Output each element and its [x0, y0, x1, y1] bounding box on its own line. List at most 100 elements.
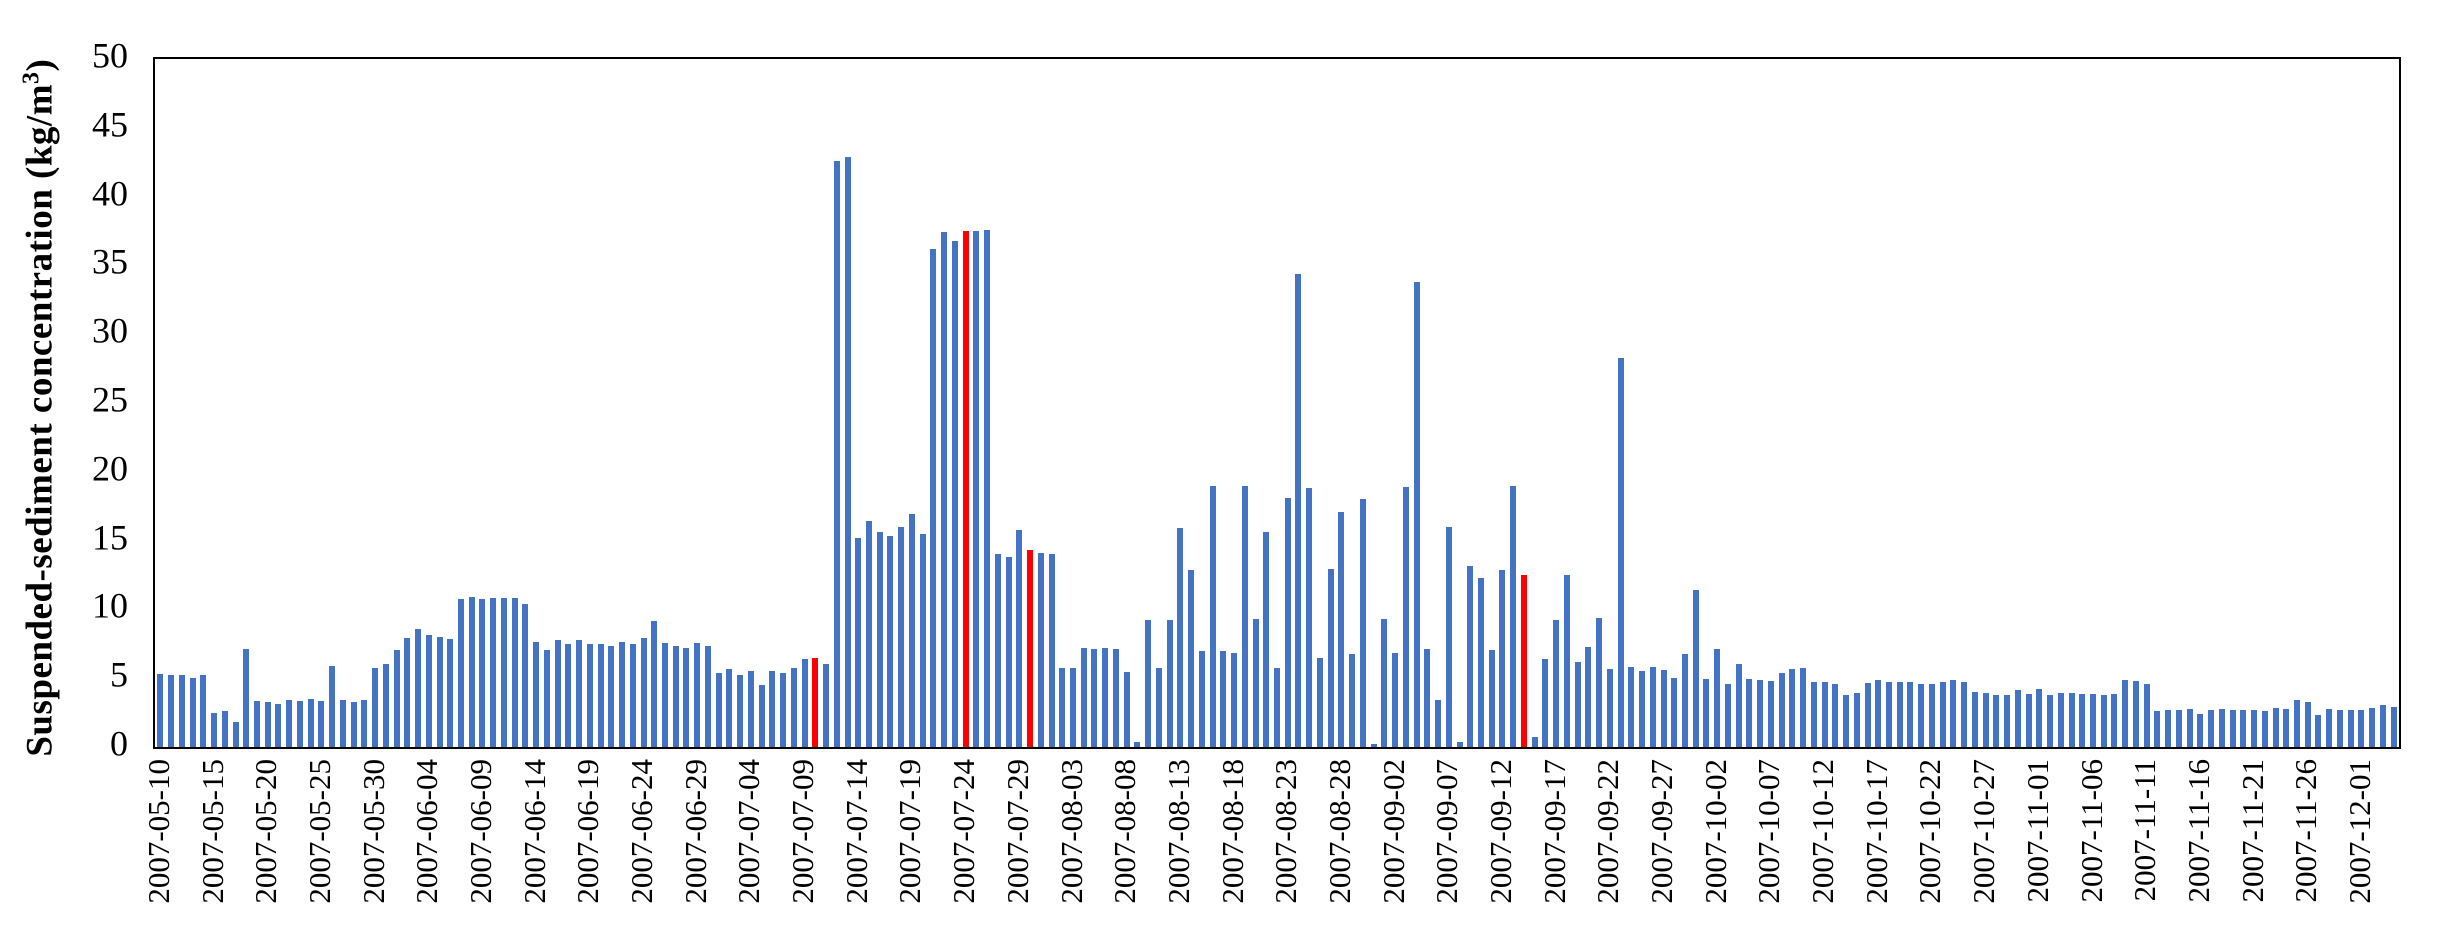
- bar-2007-08-06: [1102, 647, 1109, 747]
- bar-2007-05-23: [296, 700, 303, 747]
- bar-2007-05-15: [211, 712, 218, 747]
- x-tick-label-2007-09-17: 2007-09-17: [1536, 759, 1572, 934]
- x-tick-label-text: 2007-08-08: [1107, 759, 1143, 904]
- y-tick-label-15: 15: [92, 517, 128, 558]
- bar-2007-11-08: [2111, 694, 2118, 747]
- x-tick-label-text: 2007-05-25: [301, 759, 337, 904]
- bar-2007-06-01: [393, 650, 400, 747]
- bar-2007-10-13: [1832, 683, 1839, 747]
- x-tick-label-text: 2007-09-07: [1429, 759, 1465, 904]
- bar-2007-11-22: [2261, 710, 2268, 747]
- bar-2007-09-09: [1467, 566, 1474, 747]
- x-tick-label-text: 2007-05-15: [194, 759, 230, 904]
- bar-2007-05-24: [307, 698, 314, 747]
- bar-2007-10-21: [1918, 683, 1925, 747]
- bar-2007-09-27: [1660, 669, 1667, 747]
- bar-2007-10-16: [1864, 683, 1871, 747]
- bar-2007-08-23: [1284, 497, 1291, 747]
- bar-2007-08-03: [1070, 667, 1076, 747]
- x-tick-label-text: 2007-08-23: [1268, 759, 1304, 904]
- bar-2007-10-15: [1853, 693, 1860, 747]
- x-tick-label-text: 2007-11-16: [2180, 759, 2216, 903]
- bar-2007-09-02: [1392, 653, 1399, 747]
- bar-2007-09-17: [1553, 619, 1560, 747]
- bar-2007-09-25: [1639, 670, 1646, 747]
- x-tick-label-text: 2007-07-24: [946, 759, 982, 904]
- bar-2007-05-11: [168, 675, 175, 747]
- bar-2007-08-14: [1188, 570, 1195, 747]
- bar-2007-06-11: [500, 597, 507, 747]
- bar-2007-06-26: [662, 643, 668, 747]
- x-tick-label-2007-09-07: 2007-09-07: [1429, 759, 1465, 934]
- bar-2007-06-07: [458, 599, 464, 747]
- x-tick-label-text: 2007-11-21: [2234, 759, 2270, 903]
- bar-2007-06-08: [468, 597, 475, 747]
- bar-2007-09-29: [1682, 654, 1688, 747]
- bar-2007-07-27: [994, 554, 1001, 747]
- bar-2007-07-22: [941, 231, 948, 747]
- bar-2007-07-07: [780, 673, 787, 747]
- bar-2007-10-20: [1907, 682, 1914, 747]
- bar-2007-11-02: [2047, 694, 2054, 747]
- bar-2007-08-11: [1155, 667, 1162, 747]
- bar-2007-07-03: [737, 675, 744, 747]
- bar-2007-11-12: [2154, 710, 2161, 747]
- bar-2007-07-02: [726, 669, 733, 747]
- bar-2007-09-11: [1488, 650, 1495, 747]
- bar-2007-07-14: [855, 537, 862, 747]
- bar-2007-10-19: [1896, 682, 1903, 747]
- x-tick-label-2007-08-18: 2007-08-18: [1214, 759, 1250, 934]
- y-tick-label-35: 35: [92, 241, 128, 282]
- bar-2007-06-04: [425, 634, 432, 747]
- bar-2007-12-02: [2369, 708, 2376, 747]
- bar-2007-11-07: [2100, 694, 2107, 747]
- bar-2007-11-03: [2057, 693, 2064, 747]
- bar-2007-11-29: [2336, 709, 2343, 747]
- highlighted-bar-2007-07-30: [1027, 550, 1034, 747]
- x-tick-label-2007-06-14: 2007-06-14: [516, 759, 552, 934]
- bar-2007-11-27: [2315, 715, 2322, 747]
- bar-2007-07-04: [747, 671, 754, 747]
- bar-2007-05-31: [382, 664, 389, 747]
- x-tick-label-text: 2007-10-17: [1858, 759, 1894, 904]
- bar-2007-05-16: [221, 711, 228, 747]
- bar-2007-06-12: [511, 597, 518, 747]
- bar-2007-06-14: [533, 642, 540, 747]
- x-tick-label-2007-06-24: 2007-06-24: [624, 759, 660, 934]
- bar-2007-12-03: [2379, 705, 2386, 747]
- bar-2007-05-30: [372, 667, 379, 747]
- x-tick-label-text: 2007-12-01: [2341, 759, 2377, 904]
- bar-2007-08-04: [1080, 647, 1087, 747]
- bar-2007-09-18: [1563, 575, 1570, 747]
- bar-2007-08-24: [1295, 273, 1302, 747]
- bar-2007-05-12: [178, 674, 185, 747]
- x-tick-label-2007-10-17: 2007-10-17: [1858, 759, 1894, 934]
- y-tick-label-50: 50: [92, 35, 128, 76]
- bar-2007-10-07: [1767, 680, 1774, 747]
- bar-2007-11-09: [2122, 679, 2129, 747]
- bar-2007-10-03: [1724, 683, 1731, 747]
- x-tick-label-2007-10-22: 2007-10-22: [1912, 759, 1948, 934]
- highlighted-bar-2007-09-14: [1520, 575, 1527, 747]
- x-tick-label-2007-09-22: 2007-09-22: [1590, 759, 1626, 934]
- bar-2007-08-21: [1263, 532, 1270, 747]
- bar-2007-10-10: [1800, 667, 1807, 747]
- x-tick-label-text: 2007-09-02: [1375, 759, 1411, 904]
- x-tick-label-text: 2007-11-11: [2127, 759, 2163, 902]
- bar-2007-11-17: [2208, 709, 2215, 747]
- x-tick-label-2007-06-09: 2007-06-09: [462, 759, 498, 934]
- bar-2007-06-22: [619, 641, 626, 747]
- bar-2007-06-30: [704, 645, 711, 747]
- y-tick-label-45: 45: [92, 104, 128, 145]
- bar-2007-06-02: [404, 638, 411, 747]
- bar-2007-05-21: [275, 704, 282, 747]
- bar-2007-07-26: [984, 229, 991, 747]
- bar-2007-06-09: [479, 599, 486, 747]
- bar-2007-11-14: [2175, 709, 2182, 747]
- x-tick-label-text: 2007-06-29: [677, 759, 713, 904]
- bar-2007-07-29: [1016, 529, 1023, 747]
- bar-2007-08-20: [1252, 619, 1259, 747]
- bar-2007-10-04: [1735, 664, 1742, 747]
- x-tick-label-2007-10-27: 2007-10-27: [1966, 759, 2002, 934]
- bar-2007-10-08: [1778, 672, 1785, 747]
